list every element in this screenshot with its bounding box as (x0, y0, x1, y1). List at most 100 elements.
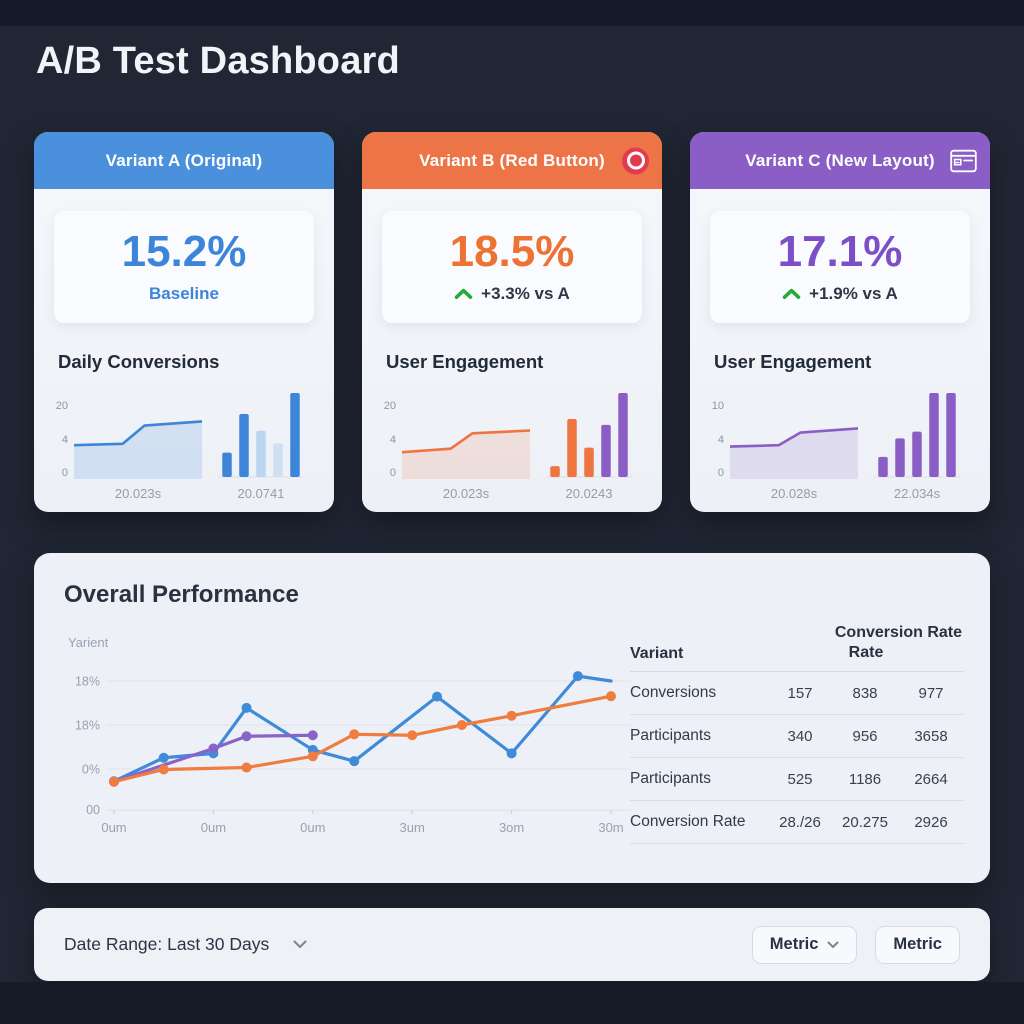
card-charts-row: 20 4 0 20.023s 20.0741 (34, 373, 334, 501)
conversion-rate-value: 15.2% (121, 227, 247, 276)
metric-button-label: Metric (893, 935, 942, 953)
date-range-select[interactable]: Date Range: Last 30 Days (64, 934, 307, 955)
y-tick-label: 4 (61, 433, 68, 446)
row-value: 977 (918, 684, 944, 702)
variant-title: Variant B (Red Button) (419, 150, 605, 170)
layout-icon (950, 149, 977, 172)
area-chart-column: 20.023s (74, 401, 202, 501)
area-chart-column: 20.023s (402, 401, 530, 501)
mini-y-axis-labels: 20 4 0 (376, 401, 396, 479)
x-axis-label: 20.028s (770, 486, 818, 501)
svg-text:0%: 0% (82, 763, 100, 777)
svg-text:30m: 30m (598, 820, 623, 835)
table-row: Participants 525 1186 2664 (630, 758, 964, 801)
top-strip (0, 0, 1024, 26)
variant-title: Variant C (New Layout) (745, 150, 935, 170)
y-tick-label: 20 (55, 400, 68, 412)
variant-card-header: Variant C (New Layout) (690, 132, 990, 189)
delta-label: +1.9% vs A (809, 284, 898, 303)
row-value: 20.275 (842, 813, 888, 831)
row-value: 956 (852, 727, 878, 745)
row-value: 340 (787, 727, 813, 745)
header-line-1: Conversion Rate (834, 624, 962, 641)
conversion-stat-box: 18.5% +3.3% vs A (382, 211, 642, 323)
svg-text:18%: 18% (75, 719, 100, 733)
footer-buttons: Metric Metric (751, 925, 960, 964)
results-table-header: Variant Conversion Rate Rate (630, 615, 964, 672)
x-axis-label: 20.0741 (237, 486, 285, 501)
footer-bar: Date Range: Last 30 Days Metric Metric (34, 908, 990, 981)
chart-axis-title: Yarient (68, 635, 109, 650)
table-row: Conversion Rate 28./26 20.275 2926 (630, 801, 964, 844)
table-row: Conversions 157 838 977 (630, 672, 964, 715)
variant-card-header: Variant A (Original) (34, 132, 334, 189)
conversion-rate-value: 18.5% (449, 227, 575, 276)
overall-performance-panel: Overall Performance Yarient 18% 18% 0% 00 0u… (34, 553, 990, 883)
y-tick-label: 0 (717, 467, 724, 479)
bar-chart-column: 20.0243 (546, 387, 632, 501)
card-chart-title: User Engagement (714, 351, 872, 372)
delta-label: Baseline (149, 284, 219, 303)
chevron-down-icon (293, 940, 307, 948)
card-chart-title: Daily Conversions (58, 351, 220, 372)
metric-button-label: Metric (769, 935, 819, 953)
variant-card-header: Variant B (Red Button) (362, 132, 662, 189)
row-value: 525 (787, 770, 813, 788)
row-label: Participants (630, 727, 711, 744)
variant-card-c: Variant C (New Layout) 17.1% +1.9% vs A Use… (690, 132, 990, 512)
conversion-stat-box: 15.2% Baseline (54, 211, 314, 323)
svg-text:00: 00 (86, 803, 100, 817)
overall-performance-title: Overall Performance (64, 581, 299, 608)
svg-text:3om: 3om (499, 820, 524, 835)
card-charts-row: 10 4 0 20.028s 22.034s (690, 373, 990, 501)
record-icon (622, 147, 649, 174)
card-charts-row: 20 4 0 20.023s 20.0243 (362, 373, 662, 501)
trend-up-icon (454, 288, 473, 299)
row-label: Conversions (630, 684, 717, 701)
mini-y-axis-labels: 20 4 0 (48, 401, 68, 479)
x-axis-label: 20.023s (114, 486, 162, 501)
delta-label: +3.3% vs A (481, 284, 570, 303)
x-axis-label: 20.0243 (565, 486, 613, 501)
date-range-label: Date Range: Last 30 Days (64, 934, 270, 954)
record-icon-ring (626, 151, 645, 170)
area-chart-block: 20 4 0 20.023s (48, 401, 202, 501)
row-value: 2926 (914, 813, 948, 831)
mini-bar-chart (874, 393, 960, 478)
y-tick-label: 0 (389, 467, 396, 479)
row-value: 28./26 (779, 813, 821, 831)
metric-button-2[interactable]: Metric (875, 925, 960, 964)
table-row: Participants 340 956 3658 (630, 715, 964, 758)
metric-button-1[interactable]: Metric (751, 925, 858, 964)
mini-area-chart (402, 429, 530, 479)
mini-area-chart (730, 427, 858, 479)
variant-title: Variant A (Original) (105, 150, 263, 170)
y-tick-label: 10 (711, 400, 724, 412)
bottom-strip (0, 982, 1024, 1024)
row-value: 2664 (914, 770, 948, 788)
y-tick-label: 20 (383, 400, 396, 412)
row-value: 838 (852, 684, 878, 702)
svg-text:0um: 0um (101, 820, 126, 835)
row-value: 3658 (914, 727, 948, 745)
row-value: 1186 (848, 770, 882, 788)
mini-area-chart (74, 420, 202, 479)
trend-up-icon (782, 288, 801, 299)
conversion-delta: +1.9% vs A (782, 284, 898, 304)
svg-text:0um: 0um (201, 820, 226, 835)
variant-card-b: Variant B (Red Button) 18.5% +3.3% vs A Use… (362, 132, 662, 512)
results-table: Variant Conversion Rate Rate Conversions 157… (630, 615, 964, 844)
x-axis-label: 22.034s (893, 486, 941, 501)
row-label: Participants (630, 770, 711, 787)
variant-cards-row: Variant A (Original) 15.2% Baseline Daily C… (34, 132, 990, 512)
y-tick-label: 4 (717, 433, 724, 446)
svg-text:18%: 18% (75, 675, 100, 689)
chevron-down-icon (827, 941, 839, 948)
mini-y-axis-labels: 10 4 0 (704, 401, 724, 479)
y-tick-label: 0 (61, 467, 68, 479)
row-label: Conversion Rate (630, 813, 746, 830)
area-chart-block: 10 4 0 20.028s (704, 401, 858, 501)
bar-chart-column: 22.034s (874, 387, 960, 501)
